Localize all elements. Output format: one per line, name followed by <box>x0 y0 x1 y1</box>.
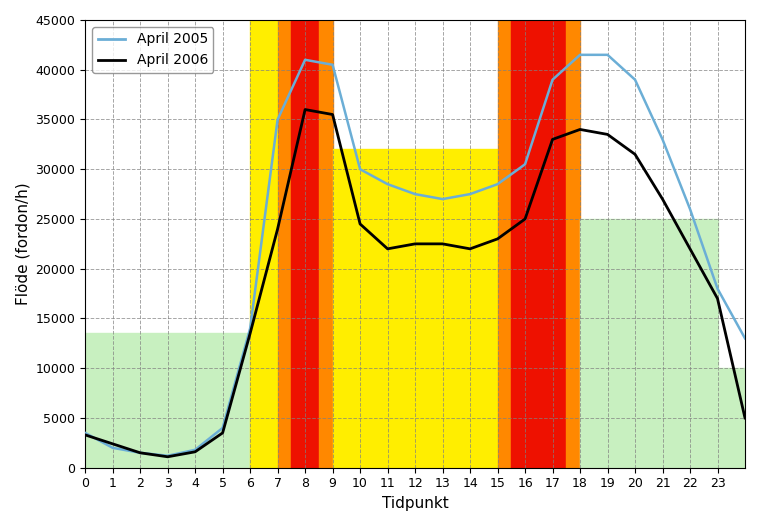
Legend: April 2005, April 2006: April 2005, April 2006 <box>92 27 214 73</box>
X-axis label: Tidpunkt: Tidpunkt <box>382 496 448 511</box>
Y-axis label: Flöde (fordon/h): Flöde (fordon/h) <box>15 183 30 305</box>
